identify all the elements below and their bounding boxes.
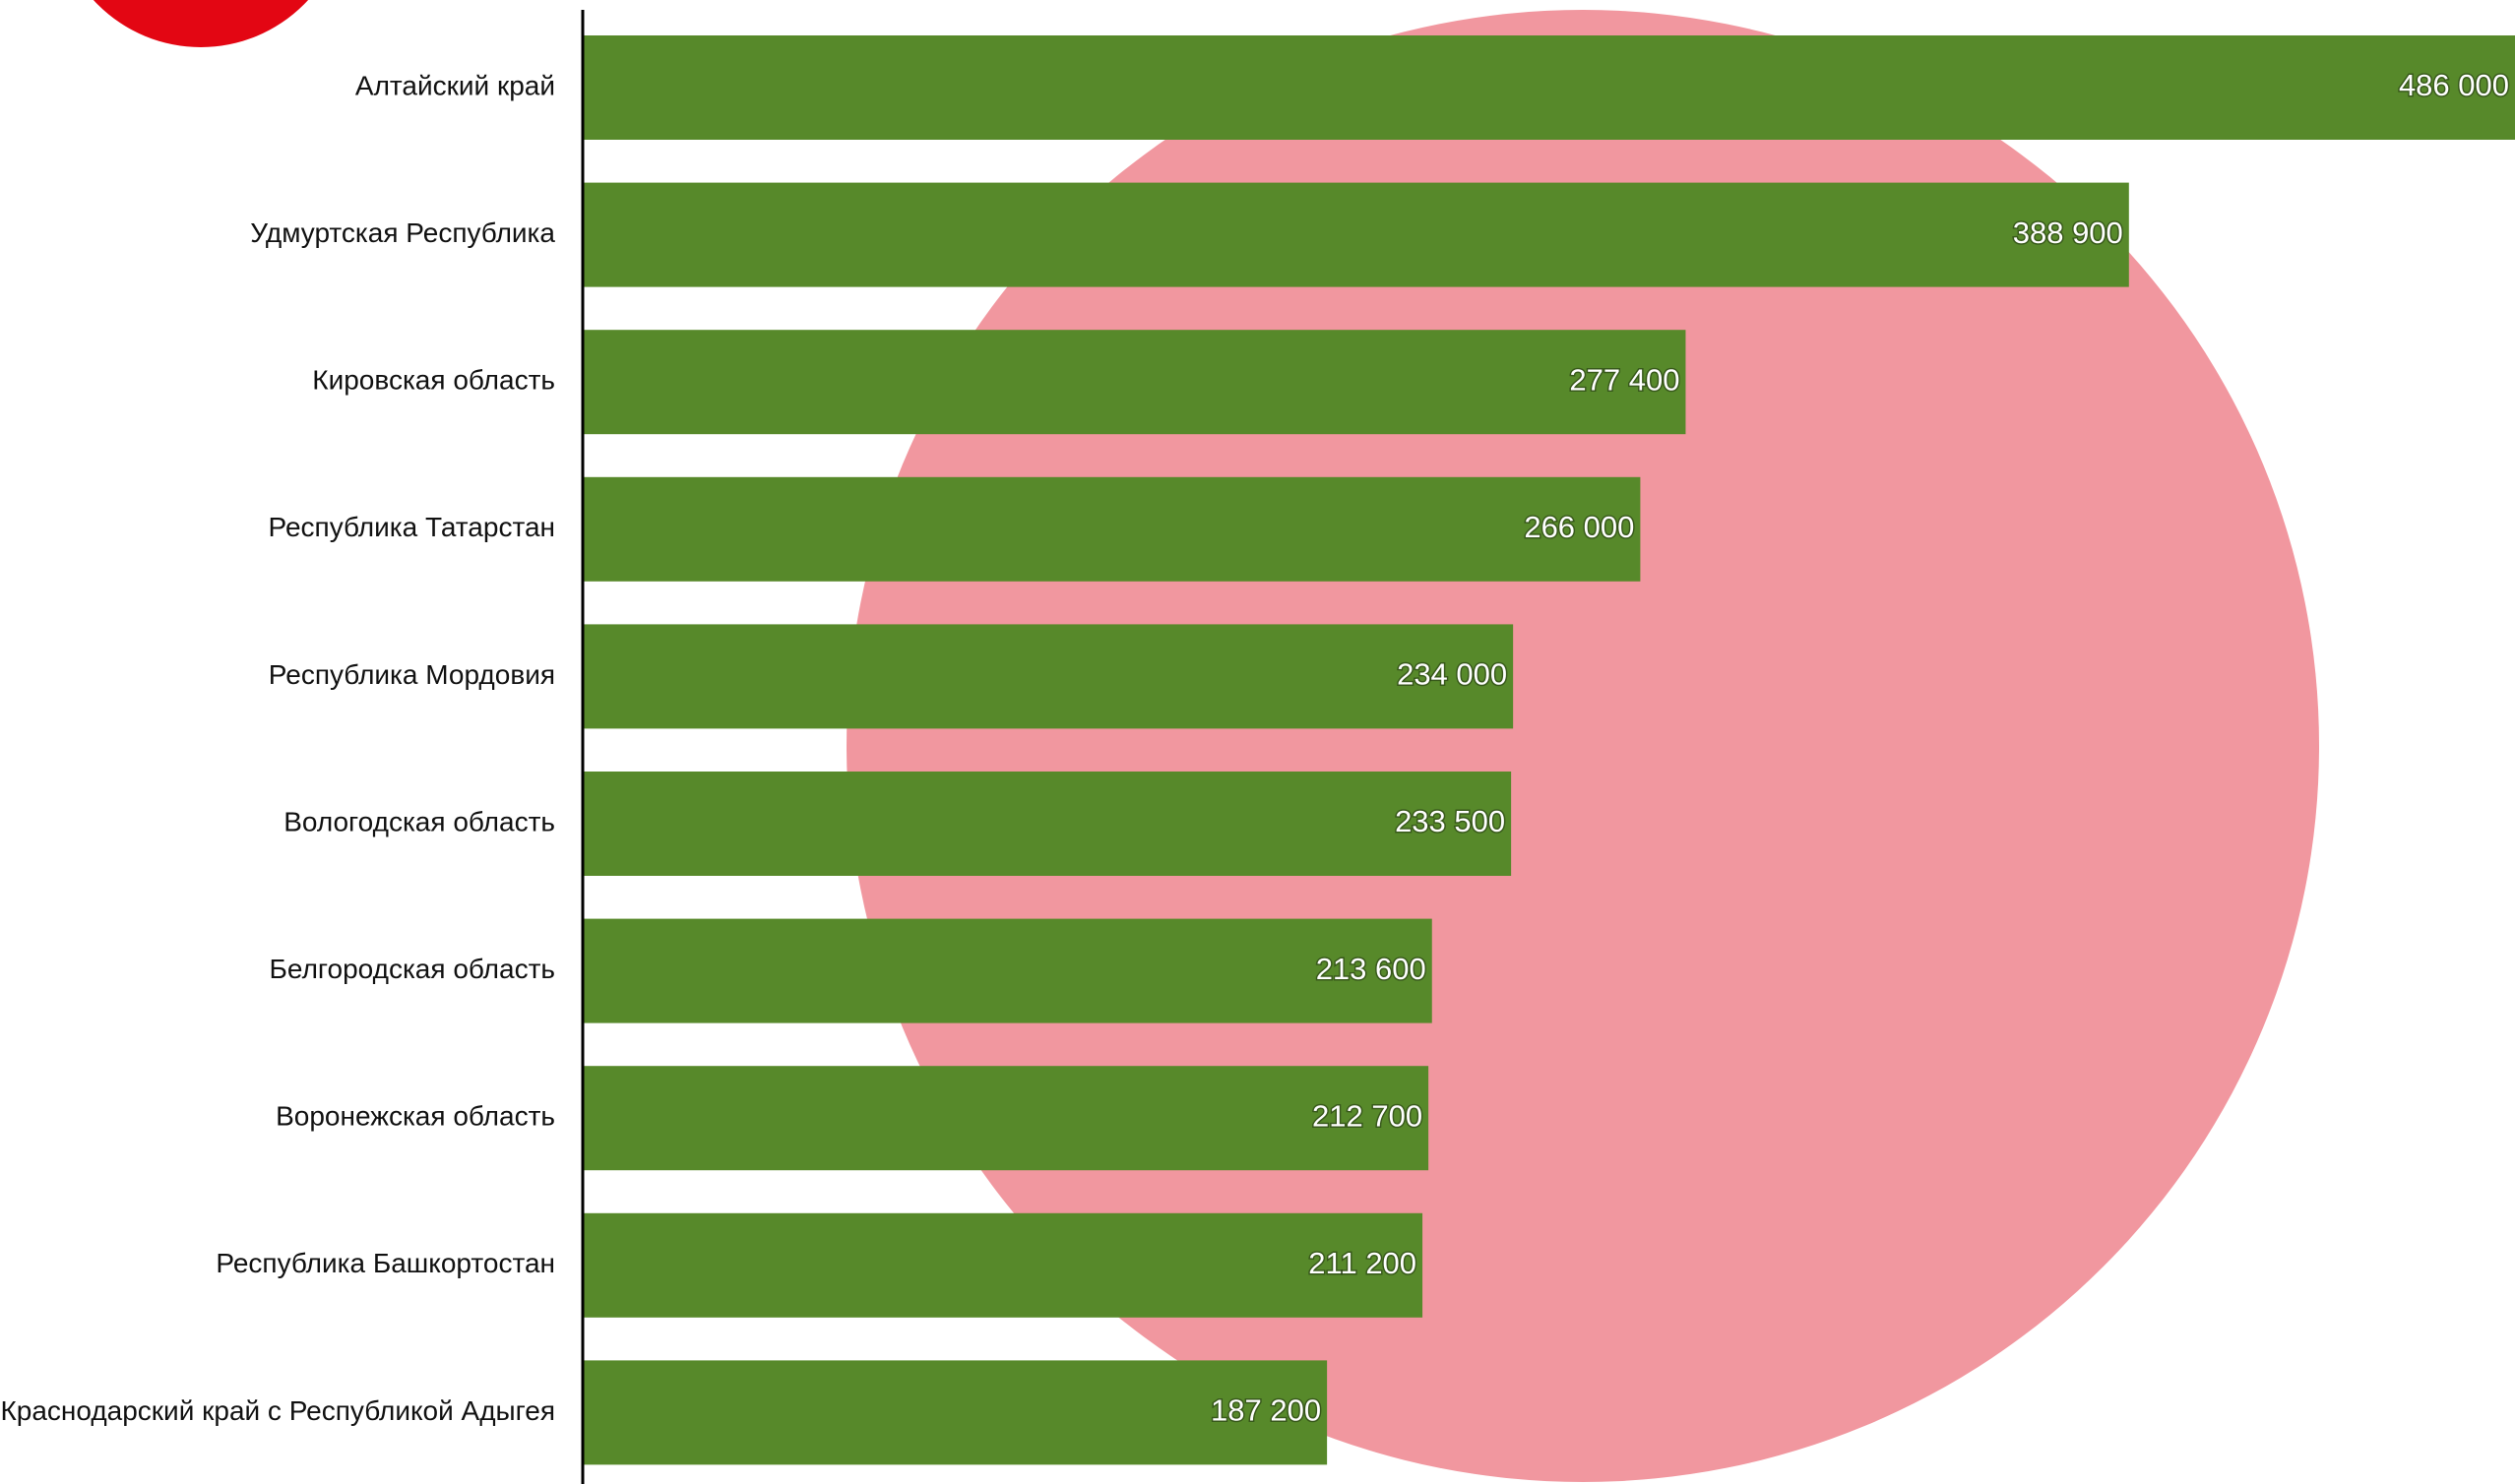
value-label: 277 400 bbox=[1569, 362, 1679, 397]
bar bbox=[583, 1066, 1429, 1171]
bar bbox=[583, 182, 2129, 287]
bar bbox=[583, 476, 1641, 582]
y-tick-label: Краснодарский край с Республикой Адыгея bbox=[0, 1395, 555, 1426]
y-tick-label: Воронежская область bbox=[276, 1101, 555, 1132]
bar bbox=[583, 330, 1686, 435]
y-tick-label: Республика Мордовия bbox=[269, 659, 555, 690]
y-tick-label: Алтайский край bbox=[355, 70, 555, 100]
bar bbox=[583, 772, 1512, 876]
value-label: 234 000 bbox=[1397, 657, 1507, 692]
y-tick-label: Удмуртская Республика bbox=[250, 217, 555, 248]
value-label: 187 200 bbox=[1211, 1393, 1321, 1428]
value-label: 211 200 bbox=[1308, 1246, 1416, 1280]
value-label: 388 900 bbox=[2013, 216, 2123, 250]
value-label: 212 700 bbox=[1312, 1098, 1422, 1133]
value-label: 266 000 bbox=[1524, 510, 1634, 544]
y-tick-label: Вологодская область bbox=[283, 806, 555, 836]
bar bbox=[583, 624, 1514, 729]
logo-circle bbox=[93, 0, 309, 47]
y-tick-label: Республика Татарстан bbox=[269, 512, 555, 542]
bar bbox=[583, 918, 1432, 1023]
value-label: 486 000 bbox=[2399, 68, 2509, 102]
bar bbox=[583, 1360, 1328, 1465]
y-tick-label: Республика Башкортостан bbox=[216, 1248, 555, 1278]
y-tick-label: Белгородская область bbox=[270, 954, 555, 984]
value-label: 233 500 bbox=[1395, 804, 1505, 838]
bar bbox=[583, 1212, 1423, 1318]
bar bbox=[583, 35, 2515, 140]
value-label: 213 600 bbox=[1316, 952, 1426, 986]
y-tick-label: Кировская область bbox=[312, 365, 555, 396]
